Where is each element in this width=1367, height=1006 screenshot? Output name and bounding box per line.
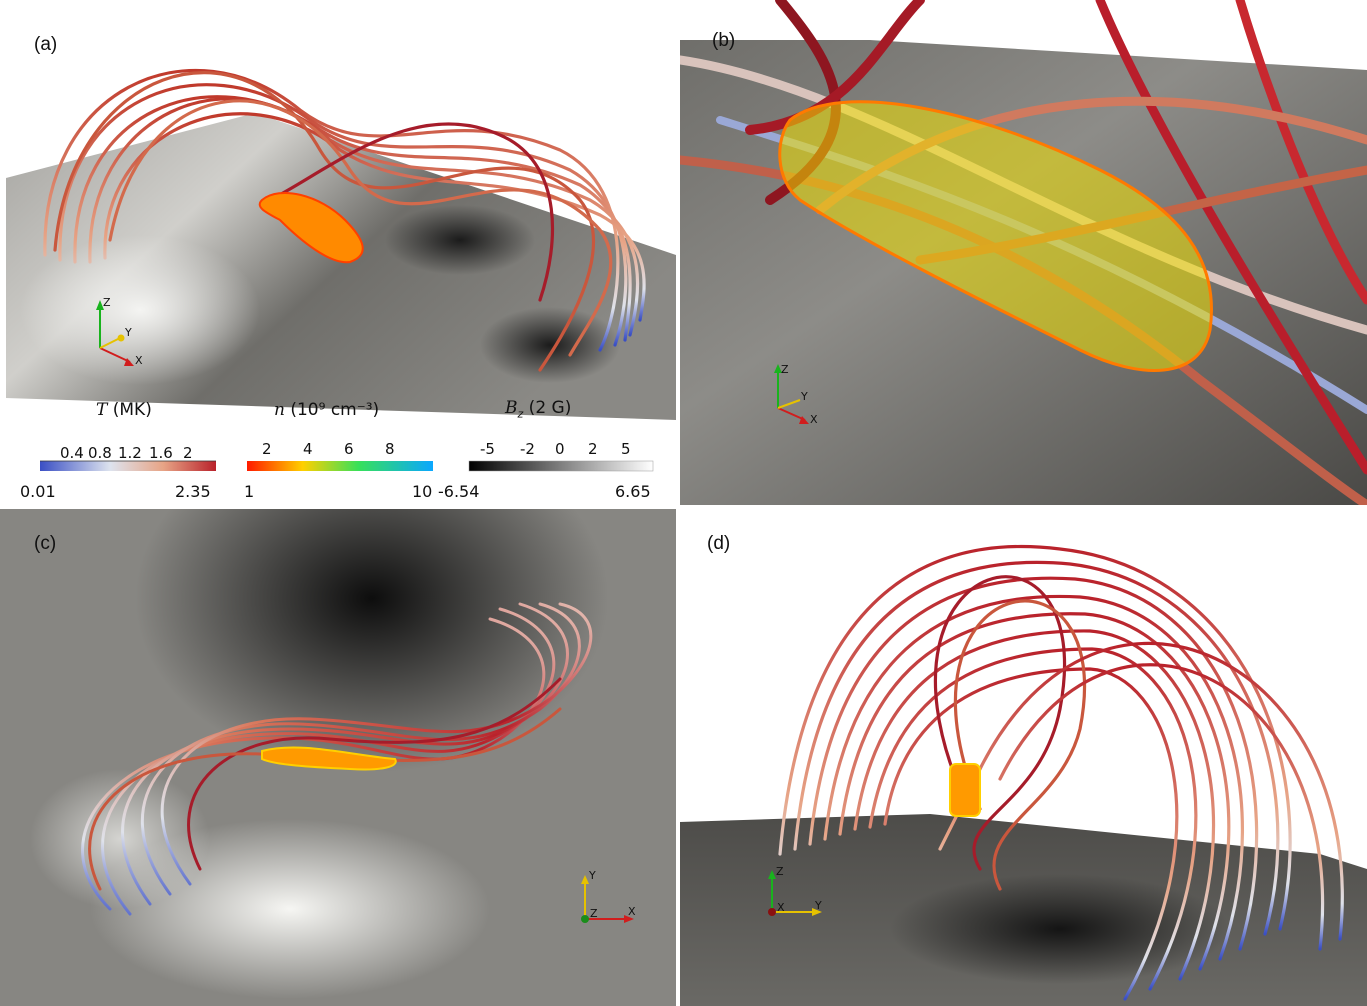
temp-min: 0.01	[20, 482, 56, 501]
density-isosurface-mesh	[778, 100, 1213, 372]
axis-label-x: X	[135, 354, 143, 367]
temp-tick-1: 0.8	[88, 444, 112, 462]
panel-d: Z X Y (d)	[680, 509, 1367, 1006]
axis-label-y-d: Y	[814, 899, 822, 912]
density-tick-1: 4	[303, 440, 313, 458]
axis-label-y: Y	[124, 326, 132, 339]
axis-label-y-c: Y	[588, 869, 596, 882]
panel-c-render: Y Z X	[0, 509, 676, 1006]
panel-label-c: (c)	[34, 533, 57, 554]
density-max: 10	[412, 482, 432, 501]
axis-label-z-d: Z	[776, 865, 784, 878]
axis-label-z-b: Z	[781, 363, 789, 376]
bz-tick-0: -5	[480, 440, 495, 458]
panel-label-a: (a)	[34, 34, 58, 55]
colorbar-temperature: 0.4 0.8 1.2 1.6 2 0.01 2.35	[20, 444, 216, 501]
colorbar-density: 2 4 6 8 1 10	[244, 440, 433, 501]
panel-d-render: Z X Y	[680, 509, 1367, 1006]
density-tick-2: 6	[344, 440, 354, 458]
field-lines-c	[81, 602, 593, 916]
bz-min: -6.54	[438, 482, 479, 501]
panel-a: Z Y X 0.4 0.8 1.2 1.6 2 0.01 2.35	[0, 0, 676, 505]
temp-tick-3: 1.6	[149, 444, 173, 462]
axes-triad-c: Y Z X	[581, 869, 636, 923]
field-lines	[43, 68, 646, 372]
panel-b-render: Z Y X	[680, 0, 1367, 505]
colorbar-density-title: n (10⁹ cm⁻³)	[274, 400, 380, 420]
density-tick-0: 2	[262, 440, 272, 458]
axes-triad-a: Z Y X	[96, 296, 143, 367]
bz-tick-2: 0	[555, 440, 565, 458]
bz-tick-1: -2	[520, 440, 535, 458]
axes-triad-b: Z Y X	[774, 363, 818, 426]
colorbar-temperature-title: T (MK)	[96, 400, 152, 420]
colorbar-bz-title: Bz (2 G)	[505, 398, 572, 421]
photosphere-surface	[6, 113, 676, 420]
dense-plasma-blob	[258, 192, 364, 264]
panel-a-render: Z Y X 0.4 0.8 1.2 1.6 2 0.01 2.35	[6, 68, 676, 501]
temp-max: 2.35	[175, 482, 211, 501]
colorbar-bz: -5 -2 0 2 5 -6.54 6.65	[438, 440, 654, 501]
panel-b: Z Y X (b)	[680, 0, 1367, 505]
axis-label-x-c: X	[628, 905, 636, 918]
axis-label-z: Z	[103, 296, 111, 309]
axis-label-z-c: Z	[590, 907, 598, 920]
temp-tick-0: 0.4	[60, 444, 84, 462]
panel-label-d: (d)	[707, 533, 731, 554]
axis-label-x-d: X	[777, 901, 785, 914]
dense-plasma-blob-c	[261, 746, 397, 771]
axis-label-x-b: X	[810, 413, 818, 426]
axes-triad-d: Z X Y	[768, 865, 822, 916]
bz-tick-4: 5	[621, 440, 631, 458]
density-min: 1	[244, 482, 254, 501]
temp-tick-2: 1.2	[118, 444, 142, 462]
axis-label-y-b: Y	[800, 390, 808, 403]
panel-label-b: (b)	[712, 30, 736, 51]
dense-plasma-blob-d	[949, 763, 981, 817]
bz-max: 6.65	[615, 482, 651, 501]
bz-tick-3: 2	[588, 440, 598, 458]
density-tick-3: 8	[385, 440, 395, 458]
panel-c: Y Z X (c)	[0, 509, 676, 1006]
field-lines-d	[778, 544, 1344, 1001]
temp-tick-4: 2	[183, 444, 193, 462]
